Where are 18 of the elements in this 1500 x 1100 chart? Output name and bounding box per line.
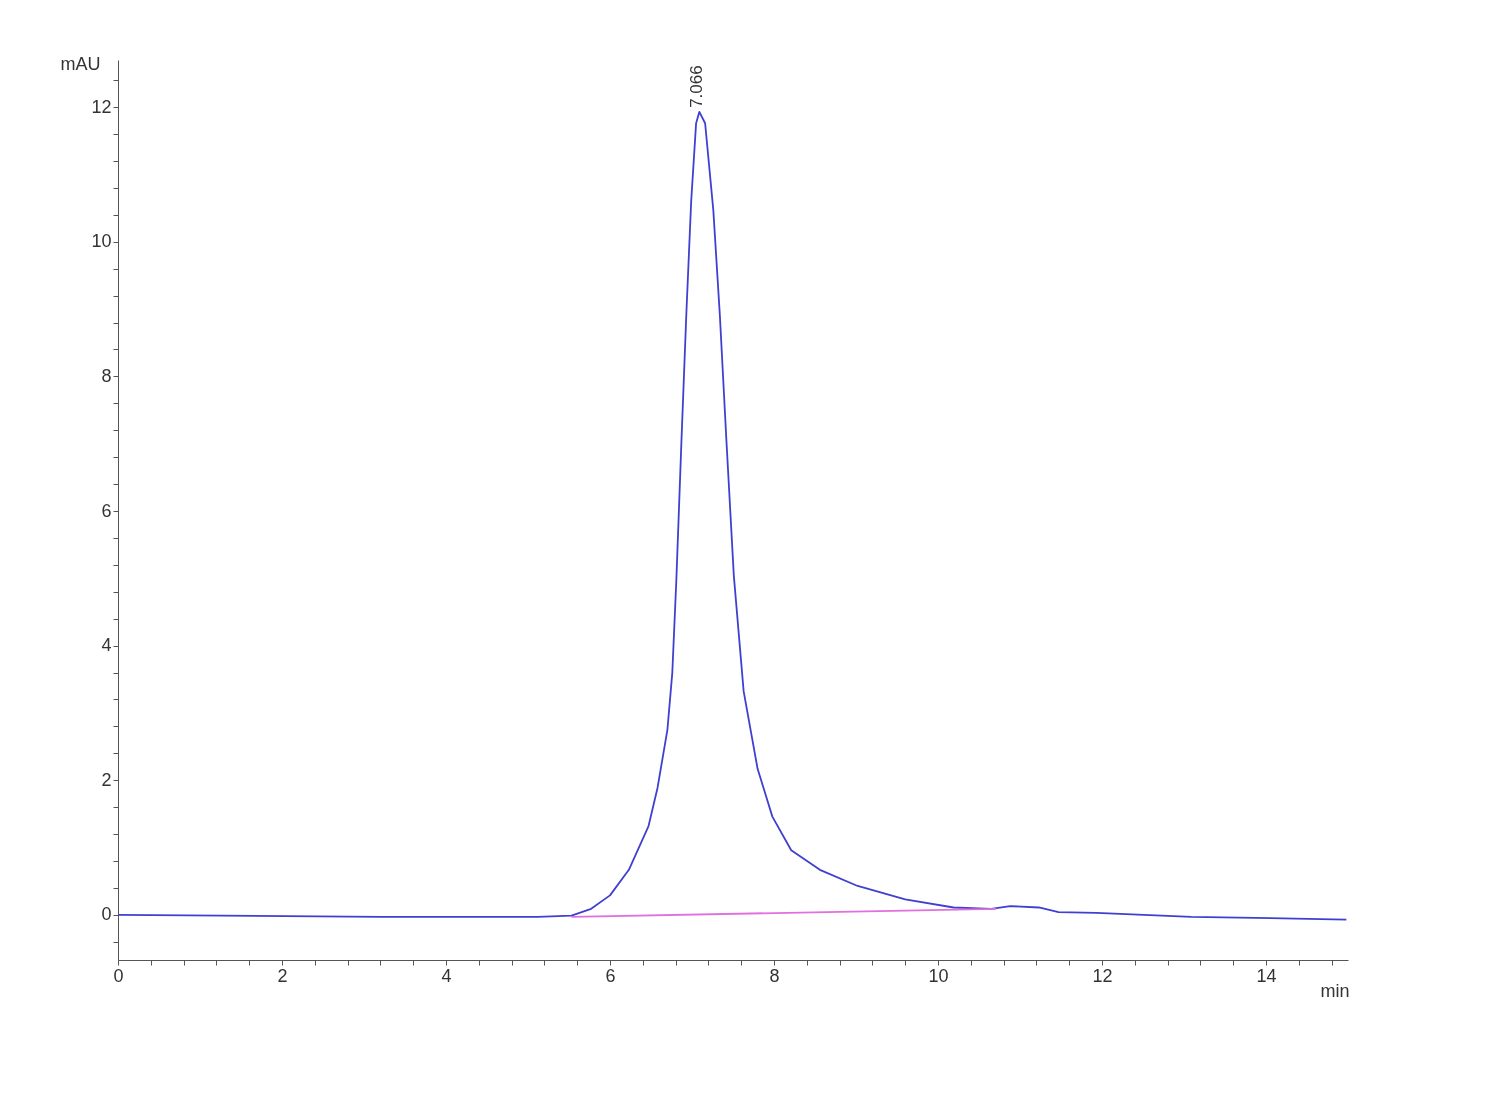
x-axis-title: min — [1320, 980, 1350, 1001]
y-tick-label: 0 — [101, 904, 112, 925]
x-tick-label: 4 — [441, 965, 452, 986]
x-tick-label: 6 — [605, 965, 616, 986]
x-tick-label: 2 — [277, 965, 288, 986]
y-axis-title: mAU — [60, 53, 101, 74]
y-tick-label: 4 — [101, 635, 112, 656]
x-tick-label: 14 — [1256, 965, 1277, 986]
y-tick-label: 8 — [101, 365, 112, 386]
y-tick-label: 12 — [91, 96, 112, 117]
annotation: 7.066 — [687, 65, 707, 108]
x-tick-label: 10 — [928, 965, 949, 986]
y-tick-label: 2 — [101, 769, 112, 790]
y-tick-label: 6 — [101, 500, 112, 521]
x-tick-label: 12 — [1092, 965, 1113, 986]
line-series — [118, 110, 1348, 921]
x-tick-label: 8 — [769, 965, 780, 986]
y-tick-label: 10 — [91, 231, 112, 252]
